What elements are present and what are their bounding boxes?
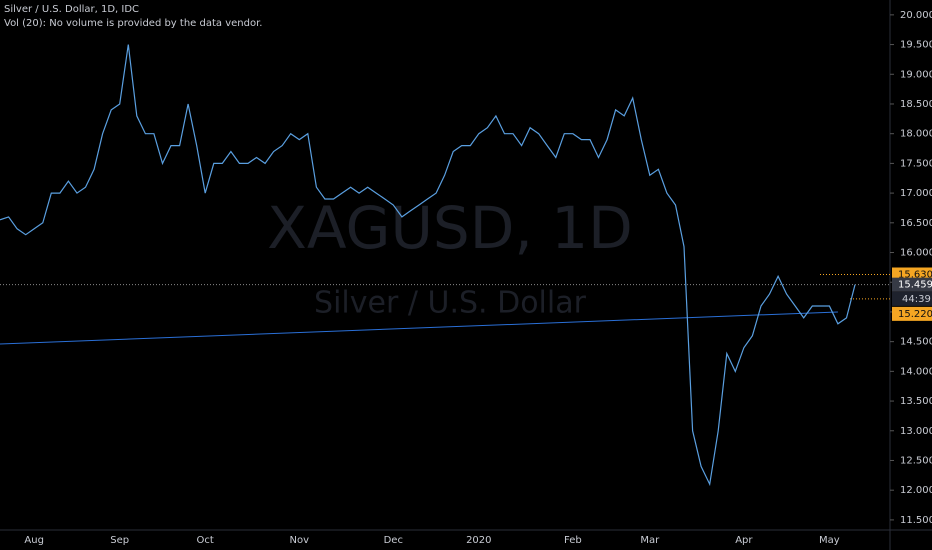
y-tick-label: 18.000: [900, 129, 932, 140]
y-tick-label: 11.500: [900, 515, 932, 526]
x-tick-label: 2020: [466, 535, 491, 546]
price-label-box: [892, 306, 932, 321]
x-tick-label: Sep: [110, 535, 129, 546]
x-tick-label: Aug: [24, 535, 44, 546]
x-tick-label: Dec: [384, 535, 403, 546]
countdown-box: [892, 291, 932, 306]
x-tick-label: Mar: [640, 535, 660, 546]
x-tick-label: Oct: [197, 535, 214, 546]
y-tick-label: 19.000: [900, 69, 932, 80]
watermark: XAGUSD, 1D: [267, 194, 633, 262]
trendline: [0, 311, 838, 345]
y-tick-label: 12.000: [900, 485, 932, 496]
x-tick-label: Apr: [735, 535, 753, 546]
chart-title: Silver / U.S. Dollar, 1D, IDC: [4, 4, 139, 15]
y-tick-label: 12.500: [900, 455, 932, 466]
y-tick-label: 20.000: [900, 10, 932, 21]
x-tick-label: Nov: [289, 535, 309, 546]
y-tick-label: 18.500: [900, 99, 932, 110]
chart-subtitle: Vol (20): No volume is provided by the d…: [4, 18, 262, 29]
y-tick-label: 19.500: [900, 40, 932, 51]
y-tick-label: 14.500: [900, 337, 932, 348]
y-tick-label: 13.000: [900, 426, 932, 437]
countdown: 44:39: [902, 294, 931, 305]
y-tick-label: 17.000: [900, 188, 932, 199]
y-tick-label: 16.500: [900, 218, 932, 229]
price-label: 15.630: [898, 270, 932, 281]
x-tick-label: Feb: [564, 535, 582, 546]
price-label: 15.220: [898, 309, 932, 320]
y-tick-label: 17.500: [900, 158, 932, 169]
price-label: 15.459: [898, 280, 932, 291]
y-tick-label: 14.000: [900, 366, 932, 377]
y-tick-label: 13.500: [900, 396, 932, 407]
price-label-box: [892, 277, 932, 292]
watermark-subtitle: Silver / U.S. Dollar: [314, 286, 587, 321]
x-tick-label: May: [819, 535, 840, 546]
price-line-series: [0, 44, 856, 487]
y-tick-label: 16.000: [900, 248, 932, 259]
